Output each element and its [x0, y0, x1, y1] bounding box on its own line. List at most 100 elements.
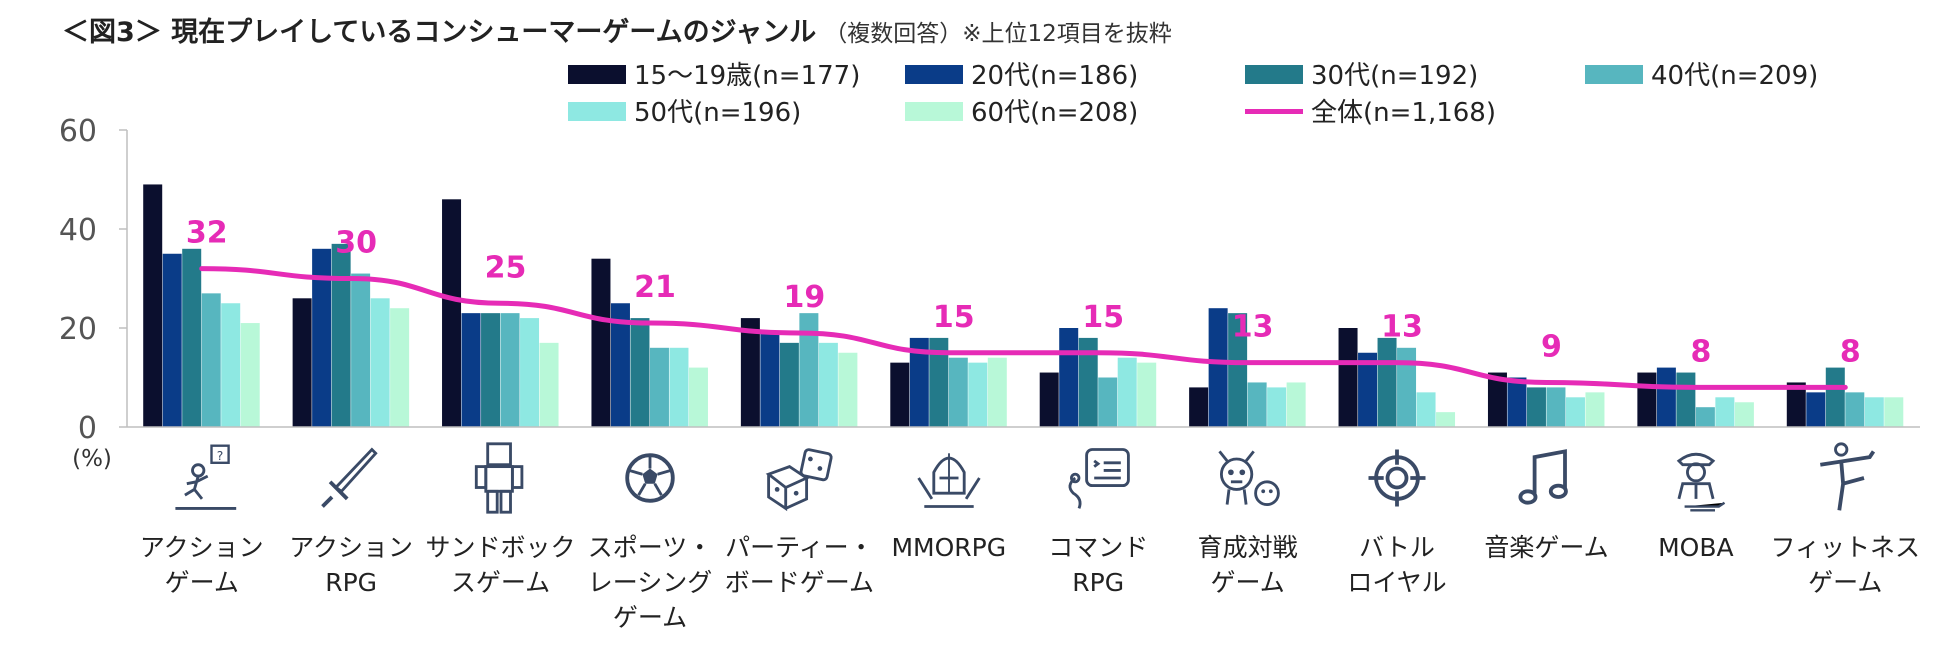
bar: [351, 273, 371, 427]
x-tick-label: スポーツ・ レーシング ゲーム: [575, 530, 725, 635]
x-tick-label-line: パーティー・: [725, 533, 874, 562]
bar: [1338, 328, 1358, 427]
x-tick-label-line: ゲーム: [1210, 568, 1285, 597]
bar: [1436, 412, 1456, 427]
bar: [182, 248, 202, 427]
x-tick-label-line: MMORPG: [891, 533, 1007, 562]
bar: [520, 318, 540, 427]
legend-swatch: [905, 102, 963, 121]
bar: [1286, 382, 1306, 427]
player-jump-icon: ?: [164, 440, 240, 516]
bar: [1487, 372, 1507, 427]
bar: [143, 184, 163, 427]
bar: [818, 342, 838, 427]
bar: [370, 298, 390, 427]
bar: [1397, 347, 1417, 427]
bar: [312, 248, 332, 427]
x-tick-label-line: RPG: [325, 568, 378, 597]
bar: [1078, 337, 1098, 427]
legend-label: 50代(n=196): [634, 98, 802, 128]
command-menu-icon: [1060, 440, 1136, 516]
legend-label: 30代(n=192): [1311, 61, 1479, 91]
x-tick-label: パーティー・ ボードゲーム: [724, 530, 874, 600]
x-tick-label: サンドボック スゲーム: [426, 530, 576, 600]
x-tick-label: フィットネス ゲーム: [1770, 530, 1921, 600]
bar: [1267, 387, 1287, 427]
bar: [591, 258, 611, 427]
total-data-label: 30: [335, 226, 377, 261]
bar: [1098, 377, 1118, 427]
bar: [481, 313, 501, 427]
bar: [1864, 397, 1884, 427]
bar: [201, 293, 221, 427]
legend-label: 全体(n=1,168): [1311, 98, 1496, 128]
bar: [1039, 372, 1059, 427]
bar: [1526, 387, 1546, 427]
bar: [1656, 367, 1676, 427]
bar: [760, 332, 780, 427]
total-data-label: 32: [186, 216, 228, 251]
legend-item-series-5: 60代(n=208): [905, 92, 1138, 129]
soccer-ball-icon: [612, 440, 688, 516]
total-data-label: 9: [1541, 329, 1562, 364]
bar: [1585, 392, 1605, 427]
legend-label: 60代(n=208): [971, 98, 1139, 128]
bar: [1507, 377, 1527, 427]
total-data-label: 25: [485, 250, 527, 285]
legend-item-series-4: 50代(n=196): [568, 92, 801, 129]
x-tick-label-line: アクション: [289, 533, 413, 562]
y-tick-label: 60: [59, 114, 97, 149]
monster-icon: [1210, 440, 1286, 516]
bar: [890, 362, 910, 427]
bar: [539, 342, 559, 427]
bar: [630, 318, 650, 427]
bar: [442, 199, 462, 427]
total-data-label: 8: [1840, 334, 1861, 369]
knight-helmet-icon: [911, 440, 987, 516]
bar: [1117, 357, 1137, 427]
legend-item-series-2: 30代(n=192): [1245, 55, 1478, 92]
x-tick-label-line: ボードゲーム: [724, 568, 874, 597]
bar: [461, 313, 481, 427]
bar: [500, 313, 520, 427]
x-tick-label: MMORPG: [874, 530, 1024, 565]
crosshair-icon: [1359, 440, 1435, 516]
legend-swatch: [568, 65, 626, 84]
bar: [1845, 392, 1865, 427]
x-tick-label: アクション RPG: [276, 530, 426, 600]
x-tick-label-line: ゲーム: [1808, 568, 1883, 597]
x-tick-label-line: MOBA: [1658, 533, 1734, 562]
bar: [390, 308, 410, 427]
x-tick-label-line: 育成対戦: [1197, 533, 1298, 562]
legend-item-series-3: 40代(n=209): [1585, 55, 1818, 92]
fitness-pose-icon: [1807, 440, 1883, 516]
legend-swatch: [905, 65, 963, 84]
legend-item-series-0: 15～19歳(n=177): [568, 55, 860, 92]
bar: [1059, 328, 1079, 427]
legend-label: 15～19歳(n=177): [634, 61, 861, 91]
bar: [240, 323, 260, 427]
x-tick-label-line: ゲーム: [612, 603, 688, 632]
bar: [968, 362, 988, 427]
x-tick-label-line: ロイヤル: [1347, 568, 1447, 597]
sword-icon: [313, 440, 389, 516]
total-line: [199, 266, 1848, 390]
x-tick-label-line: レーシング: [587, 568, 713, 597]
bar: [1884, 397, 1904, 427]
x-tick-label: バトル ロイヤル: [1322, 530, 1472, 600]
total-data-label: 15: [933, 300, 975, 335]
bar: [1247, 382, 1267, 427]
x-tick-label-line: コマンド: [1048, 533, 1149, 562]
total-data-label: 15: [1082, 300, 1124, 335]
chart-title: ＜図3＞ 現在プレイしているコンシューマーゲームのジャンル （複数回答）※上位12…: [62, 10, 1172, 49]
music-note-icon: [1508, 440, 1584, 516]
x-tick-label-line: スゲーム: [450, 568, 551, 597]
bar: [1208, 308, 1228, 427]
bar: [292, 298, 312, 427]
bar: [1189, 387, 1209, 427]
bar: [1695, 407, 1715, 427]
y-tick-label: 0: [78, 411, 97, 446]
x-tick-label: MOBA: [1621, 530, 1771, 565]
total-data-label: 21: [634, 270, 676, 305]
x-tick-label-line: RPG: [1072, 568, 1125, 597]
